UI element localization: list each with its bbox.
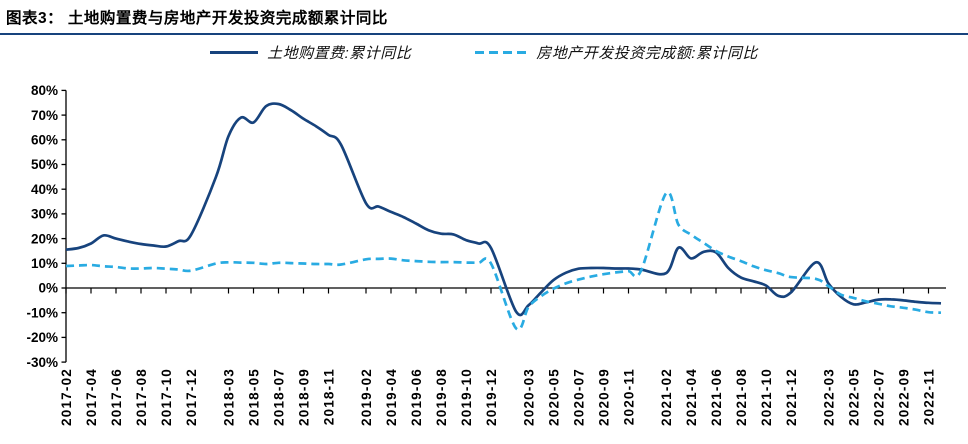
x-tick-label: 2017-08 [134, 368, 149, 426]
x-tick-label: 2018-03 [222, 368, 237, 426]
y-tick-label: 80% [31, 83, 58, 98]
legend-item-land-purchase-fee: 土地购置费:累计同比 [210, 42, 411, 63]
y-tick-label: -30% [26, 355, 58, 370]
x-tick-label: 2019-06 [409, 368, 424, 426]
x-tick-label: 2019-04 [384, 368, 399, 426]
series-line [65, 190, 942, 332]
x-tick-label: 2021-04 [684, 368, 699, 426]
x-tick-label: 2022-07 [872, 368, 887, 426]
x-tick-label: 2017-04 [84, 368, 99, 426]
x-tick-label: 2019-12 [484, 368, 499, 426]
legend-item-dev-investment: 房地产开发投资完成额:累计同比 [475, 42, 758, 63]
y-tick-label: 70% [31, 108, 58, 123]
figure-title: 图表3： 土地购置费与房地产开发投资完成额累计同比 [6, 10, 388, 27]
y-tick-label: 60% [31, 133, 58, 148]
dashed-line-sample-icon [475, 51, 528, 54]
y-tick-label: 10% [31, 256, 58, 271]
x-tick-label: 2021-02 [659, 368, 674, 426]
x-tick-label: 2022-03 [822, 368, 837, 426]
x-tick-label: 2017-12 [184, 368, 199, 426]
x-tick-label: 2020-05 [547, 368, 562, 426]
y-tick-label: 0% [38, 281, 58, 296]
x-tick-label: 2020-09 [597, 368, 612, 426]
x-tick-label: 2020-03 [522, 368, 537, 426]
y-tick-label: 50% [31, 157, 58, 172]
x-tick-label: 2019-08 [434, 368, 449, 426]
x-tick-label: 2020-11 [622, 368, 637, 425]
y-tick-label: 30% [31, 207, 58, 222]
x-tick-label: 2018-09 [297, 368, 312, 426]
x-tick-label: 2021-08 [734, 368, 749, 426]
x-tick-label: 2021-10 [759, 368, 774, 426]
y-tick-label: 20% [31, 231, 58, 246]
x-tick-label: 2017-06 [109, 368, 124, 426]
x-tick-label: 2022-05 [847, 368, 862, 426]
x-tick-label: 2020-07 [572, 368, 587, 426]
x-tick-label: 2019-02 [359, 368, 374, 426]
solid-line-sample-icon [210, 51, 259, 54]
x-tick-label: 2018-07 [272, 368, 287, 426]
x-tick-label: 2021-12 [784, 368, 799, 426]
figure-title-bar: 图表3： 土地购置费与房地产开发投资完成额累计同比 [0, 0, 968, 35]
x-tick-label: 2017-02 [59, 368, 74, 426]
x-tick-label: 2022-09 [897, 368, 912, 426]
x-tick-label: 2021-06 [709, 368, 724, 426]
y-tick-label: -10% [26, 305, 58, 320]
y-tick-label: -20% [26, 330, 58, 345]
x-tick-label: 2018-11 [322, 368, 337, 425]
series-line [65, 102, 942, 317]
chart-legend: 土地购置费:累计同比 房地产开发投资完成额:累计同比 [0, 42, 968, 63]
x-tick-label: 2022-11 [922, 368, 937, 425]
x-tick-label: 2018-05 [247, 368, 262, 426]
x-tick-label: 2019-10 [459, 368, 474, 426]
y-tick-label: 40% [31, 182, 58, 197]
x-tick-label: 2017-10 [159, 368, 174, 426]
legend-label-land-purchase-fee: 土地购置费:累计同比 [267, 45, 412, 62]
legend-label-dev-investment: 房地产开发投资完成额:累计同比 [536, 45, 758, 62]
